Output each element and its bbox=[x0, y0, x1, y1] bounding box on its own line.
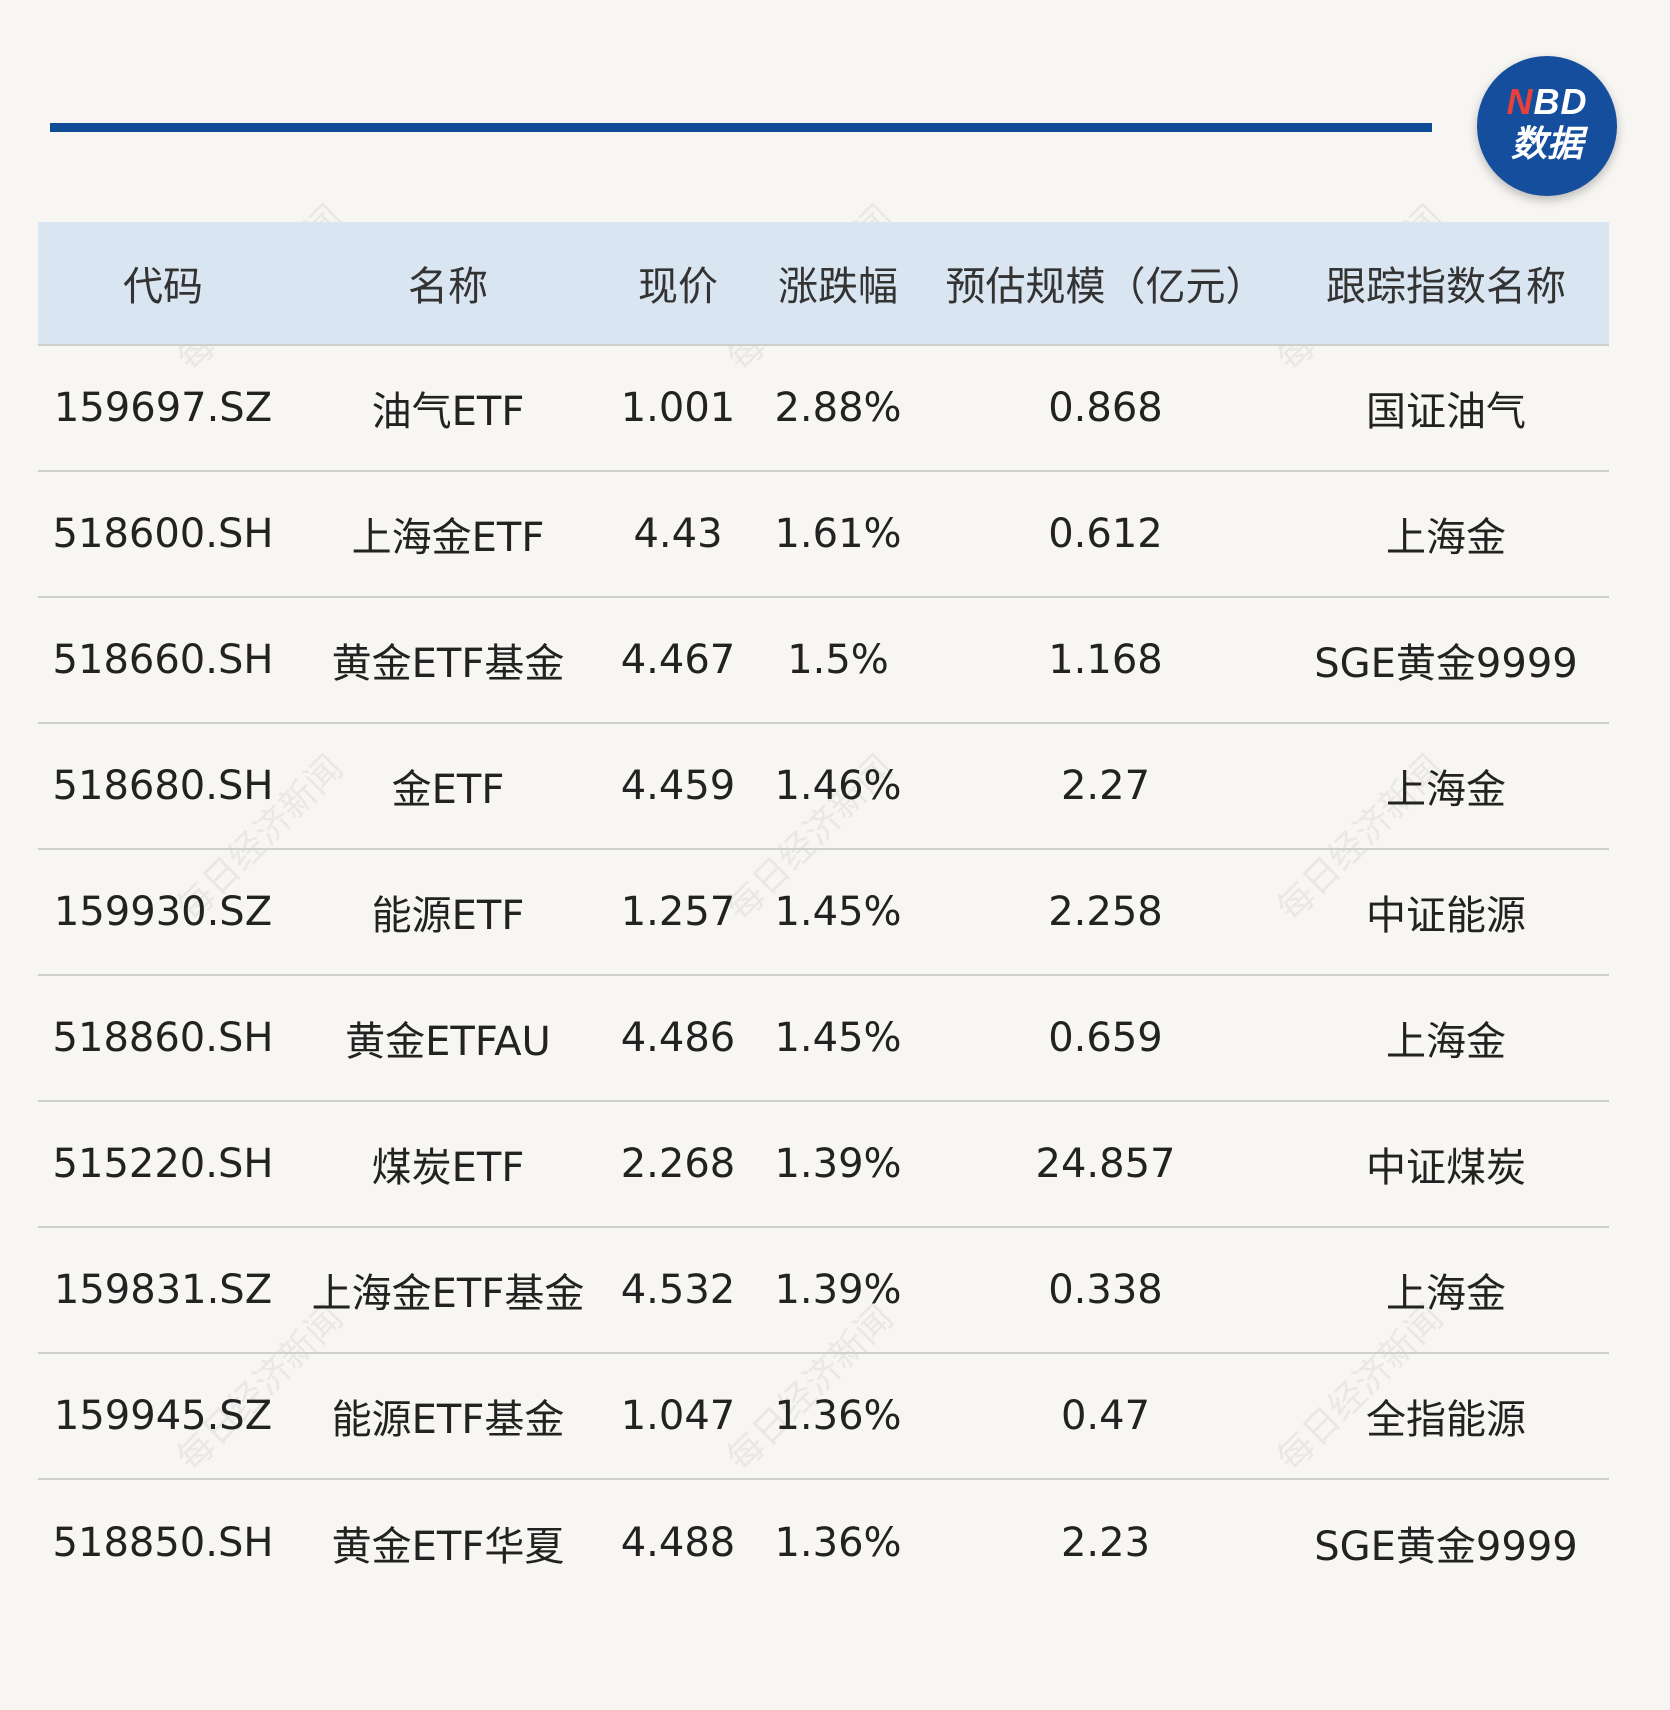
cell-scale: 0.659 bbox=[1048, 1015, 1163, 1061]
cell-code: 518850.SH bbox=[52, 1520, 274, 1566]
table-row: 518600.SH 上海金ETF 4.43 1.61% 0.612 上海金 bbox=[38, 472, 1609, 598]
cell-change: 1.45% bbox=[774, 1015, 902, 1061]
cell-code: 159697.SZ bbox=[53, 385, 273, 431]
cell-price: 1.001 bbox=[620, 385, 736, 431]
cell-index: 全指能源 bbox=[1366, 1397, 1526, 1443]
cell-name: 黄金ETF基金 bbox=[331, 641, 565, 687]
cell-change: 1.61% bbox=[774, 511, 902, 557]
table-row: 159697.SZ 油气ETF 1.001 2.88% 0.868 国证油气 bbox=[38, 346, 1609, 472]
cell-code: 518660.SH bbox=[52, 637, 274, 683]
cell-price: 1.257 bbox=[620, 889, 736, 935]
cell-index: 上海金 bbox=[1386, 1019, 1506, 1065]
logo-brand-n: N bbox=[1506, 81, 1534, 122]
logo-brand-rest: BD bbox=[1533, 81, 1588, 122]
table-row: 518660.SH 黄金ETF基金 4.467 1.5% 1.168 SGE黄金9999 bbox=[38, 598, 1609, 724]
cell-change: 1.5% bbox=[787, 637, 889, 683]
cell-price: 4.467 bbox=[620, 637, 736, 683]
cell-index: 上海金 bbox=[1386, 767, 1506, 813]
cell-scale: 2.258 bbox=[1048, 889, 1163, 935]
header-price: 现价 bbox=[638, 264, 718, 310]
cell-scale: 24.857 bbox=[1035, 1141, 1176, 1187]
cell-scale: 0.868 bbox=[1048, 385, 1163, 431]
cell-code: 518600.SH bbox=[52, 511, 274, 557]
cell-index: 上海金 bbox=[1386, 1271, 1506, 1317]
cell-index: 国证油气 bbox=[1366, 389, 1526, 435]
header-code: 代码 bbox=[123, 264, 203, 310]
header-index: 跟踪指数名称 bbox=[1326, 264, 1566, 310]
table-row: 159945.SZ 能源ETF基金 1.047 1.36% 0.47 全指能源 bbox=[38, 1354, 1609, 1480]
cell-scale: 0.338 bbox=[1048, 1267, 1163, 1313]
cell-price: 4.488 bbox=[620, 1520, 736, 1566]
cell-scale: 2.23 bbox=[1060, 1520, 1151, 1566]
table-row: 159831.SZ 上海金ETF基金 4.532 1.39% 0.338 上海金 bbox=[38, 1228, 1609, 1354]
cell-index: 上海金 bbox=[1386, 515, 1506, 561]
cell-code: 159930.SZ bbox=[53, 889, 273, 935]
cell-name: 煤炭ETF bbox=[371, 1145, 525, 1191]
cell-price: 4.459 bbox=[620, 763, 736, 809]
cell-index: 中证能源 bbox=[1366, 893, 1526, 939]
cell-code: 518680.SH bbox=[52, 763, 274, 809]
cell-scale: 0.47 bbox=[1060, 1393, 1151, 1439]
cell-name: 金ETF bbox=[391, 767, 505, 813]
cell-price: 4.486 bbox=[620, 1015, 736, 1061]
header-name: 名称 bbox=[408, 264, 488, 310]
nbd-logo: NBD 数据 bbox=[1477, 56, 1617, 196]
table-row: 515220.SH 煤炭ETF 2.268 1.39% 24.857 中证煤炭 bbox=[38, 1102, 1609, 1228]
table-row: 159930.SZ 能源ETF 1.257 1.45% 2.258 中证能源 bbox=[38, 850, 1609, 976]
cell-scale: 0.612 bbox=[1048, 511, 1163, 557]
top-rule bbox=[50, 123, 1432, 132]
cell-name: 能源ETF基金 bbox=[331, 1397, 565, 1443]
cell-name: 上海金ETF bbox=[351, 515, 545, 561]
table-row: 518850.SH 黄金ETF华夏 4.488 1.36% 2.23 SGE黄金9999 bbox=[38, 1480, 1609, 1606]
cell-price: 4.43 bbox=[633, 511, 723, 557]
cell-change: 1.36% bbox=[774, 1520, 902, 1566]
cell-scale: 1.168 bbox=[1048, 637, 1163, 683]
cell-index: 中证煤炭 bbox=[1366, 1145, 1526, 1191]
cell-code: 518860.SH bbox=[52, 1015, 274, 1061]
table-body: 159697.SZ 油气ETF 1.001 2.88% 0.868 国证油气 518600.… bbox=[38, 346, 1609, 1606]
cell-code: 515220.SH bbox=[52, 1141, 274, 1187]
table-row: 518680.SH 金ETF 4.459 1.46% 2.27 上海金 bbox=[38, 724, 1609, 850]
cell-code: 159831.SZ bbox=[53, 1267, 273, 1313]
cell-change: 1.39% bbox=[774, 1141, 902, 1187]
cell-index: SGE黄金9999 bbox=[1314, 1524, 1578, 1570]
logo-brand: NBD bbox=[1477, 82, 1617, 122]
cell-name: 黄金ETFAU bbox=[345, 1019, 551, 1065]
cell-price: 1.047 bbox=[620, 1393, 736, 1439]
cell-name: 黄金ETF华夏 bbox=[331, 1524, 565, 1570]
cell-change: 2.88% bbox=[774, 385, 902, 431]
cell-price: 2.268 bbox=[620, 1141, 736, 1187]
cell-change: 1.36% bbox=[774, 1393, 902, 1439]
cell-code: 159945.SZ bbox=[53, 1393, 273, 1439]
cell-change: 1.46% bbox=[774, 763, 902, 809]
cell-scale: 2.27 bbox=[1060, 763, 1151, 809]
etf-table: 代码 名称 现价 涨跌幅 预估规模（亿元） 跟踪指数名称 159697.SZ 油气… bbox=[38, 222, 1609, 1606]
cell-change: 1.39% bbox=[774, 1267, 902, 1313]
cell-name: 油气ETF bbox=[371, 389, 525, 435]
cell-index: SGE黄金9999 bbox=[1314, 641, 1578, 687]
table-row: 518860.SH 黄金ETFAU 4.486 1.45% 0.659 上海金 bbox=[38, 976, 1609, 1102]
header-scale: 预估规模（亿元） bbox=[945, 264, 1266, 310]
cell-change: 1.45% bbox=[774, 889, 902, 935]
table-header: 代码 名称 现价 涨跌幅 预估规模（亿元） 跟踪指数名称 bbox=[38, 222, 1609, 346]
cell-name: 上海金ETF基金 bbox=[311, 1271, 585, 1317]
cell-name: 能源ETF bbox=[371, 893, 525, 939]
logo-sub: 数据 bbox=[1510, 124, 1583, 165]
header-change: 涨跌幅 bbox=[778, 264, 898, 310]
cell-price: 4.532 bbox=[620, 1267, 736, 1313]
